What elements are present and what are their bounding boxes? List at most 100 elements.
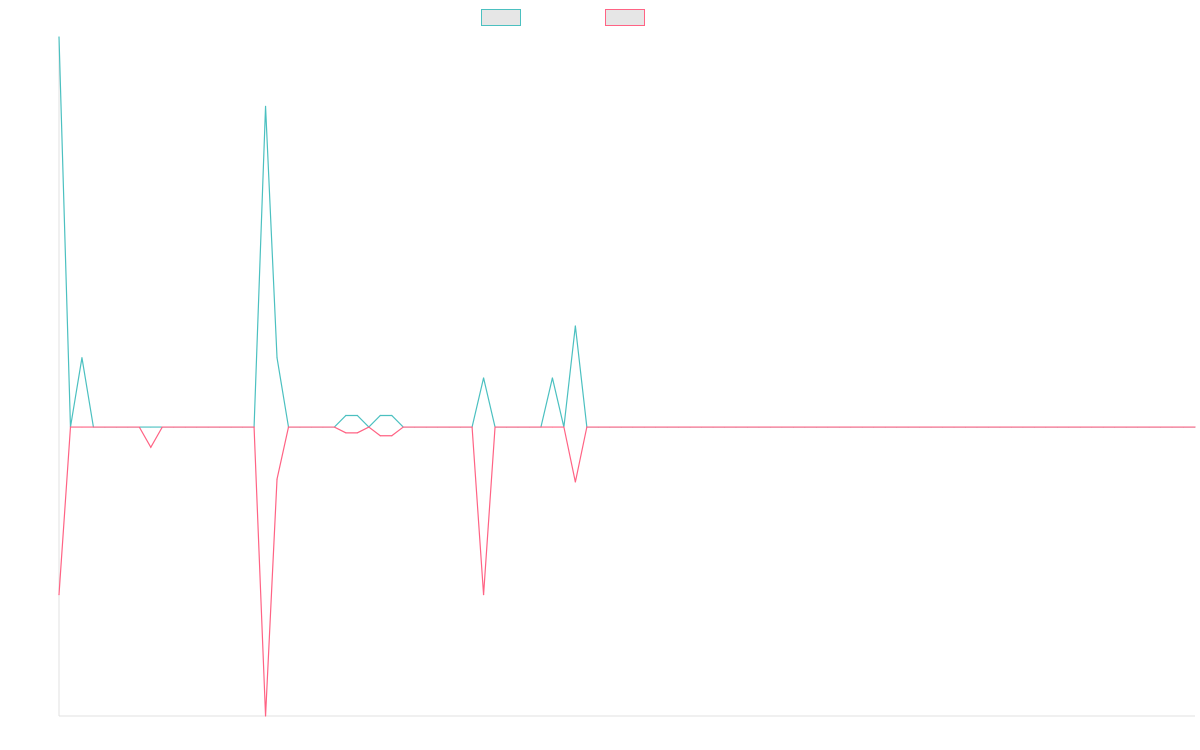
- data-point[interactable]: [1045, 426, 1047, 428]
- data-point[interactable]: [69, 426, 72, 428]
- data-point[interactable]: [1182, 426, 1185, 428]
- data-point[interactable]: [620, 426, 622, 428]
- legend-swatch-series-1[interactable]: [481, 9, 521, 26]
- data-point[interactable]: [815, 426, 817, 428]
- data-point[interactable]: [356, 414, 358, 417]
- data-point[interactable]: [127, 426, 129, 428]
- data-point[interactable]: [161, 426, 163, 428]
- data-point[interactable]: [1148, 426, 1150, 428]
- data-point[interactable]: [310, 426, 313, 428]
- data-point[interactable]: [184, 426, 186, 428]
- data-point[interactable]: [746, 426, 749, 428]
- data-point[interactable]: [873, 426, 875, 428]
- data-point[interactable]: [81, 426, 83, 428]
- data-point[interactable]: [781, 426, 783, 428]
- data-point[interactable]: [219, 426, 221, 428]
- data-point[interactable]: [574, 481, 576, 483]
- data-point[interactable]: [1114, 426, 1116, 428]
- data-point[interactable]: [196, 426, 198, 428]
- data-point[interactable]: [242, 426, 244, 428]
- data-point[interactable]: [563, 426, 565, 428]
- data-point[interactable]: [356, 432, 358, 434]
- data-point[interactable]: [92, 426, 95, 428]
- data-point[interactable]: [953, 426, 955, 428]
- data-point[interactable]: [264, 715, 267, 717]
- data-point[interactable]: [792, 426, 794, 428]
- data-point[interactable]: [1194, 426, 1196, 428]
- data-point[interactable]: [150, 426, 152, 428]
- data-point[interactable]: [414, 426, 416, 428]
- data-point[interactable]: [437, 426, 439, 428]
- data-point[interactable]: [861, 426, 863, 428]
- data-point[interactable]: [700, 426, 703, 428]
- data-point[interactable]: [115, 426, 117, 428]
- data-point[interactable]: [391, 414, 393, 417]
- data-point[interactable]: [287, 426, 290, 428]
- data-point[interactable]: [1125, 426, 1127, 428]
- data-point[interactable]: [58, 36, 60, 38]
- data-point[interactable]: [964, 426, 967, 428]
- data-point[interactable]: [150, 446, 152, 448]
- data-point[interactable]: [253, 426, 255, 428]
- data-point[interactable]: [540, 426, 542, 428]
- data-point[interactable]: [368, 426, 370, 428]
- data-point[interactable]: [689, 426, 691, 428]
- data-point[interactable]: [643, 426, 645, 428]
- data-point[interactable]: [1033, 426, 1035, 428]
- data-point[interactable]: [299, 426, 301, 428]
- data-point[interactable]: [827, 426, 829, 428]
- data-point[interactable]: [173, 426, 175, 428]
- data-point[interactable]: [976, 426, 978, 428]
- data-point[interactable]: [104, 426, 106, 428]
- data-point[interactable]: [460, 426, 462, 428]
- data-point[interactable]: [941, 426, 944, 428]
- data-point[interactable]: [723, 426, 726, 428]
- data-point[interactable]: [333, 426, 335, 428]
- data-point[interactable]: [230, 426, 232, 428]
- data-point[interactable]: [1068, 426, 1070, 428]
- data-point[interactable]: [850, 426, 852, 428]
- data-point[interactable]: [528, 426, 531, 428]
- data-point[interactable]: [609, 426, 611, 428]
- legend-swatch-series-2[interactable]: [605, 9, 645, 26]
- data-point[interactable]: [551, 377, 554, 379]
- data-point[interactable]: [666, 426, 668, 428]
- data-point[interactable]: [1137, 426, 1139, 428]
- data-point[interactable]: [264, 105, 267, 107]
- data-point[interactable]: [551, 426, 554, 428]
- data-point[interactable]: [1171, 426, 1173, 428]
- data-point[interactable]: [505, 426, 508, 428]
- data-point[interactable]: [494, 426, 496, 428]
- data-point[interactable]: [517, 426, 519, 428]
- data-point[interactable]: [884, 426, 886, 428]
- data-point[interactable]: [574, 325, 576, 327]
- data-point[interactable]: [1091, 426, 1093, 428]
- data-point[interactable]: [402, 426, 404, 428]
- data-point[interactable]: [138, 426, 140, 428]
- data-point[interactable]: [345, 432, 347, 434]
- data-point[interactable]: [919, 426, 921, 428]
- data-point[interactable]: [597, 426, 599, 428]
- data-point[interactable]: [425, 426, 427, 428]
- data-point[interactable]: [1056, 426, 1058, 428]
- data-point[interactable]: [907, 426, 909, 428]
- data-point[interactable]: [999, 426, 1001, 428]
- data-point[interactable]: [930, 426, 932, 428]
- data-point[interactable]: [987, 426, 990, 428]
- data-point[interactable]: [471, 426, 473, 428]
- data-point[interactable]: [735, 426, 737, 428]
- data-point[interactable]: [207, 426, 209, 428]
- data-point[interactable]: [379, 414, 381, 417]
- data-point[interactable]: [58, 594, 60, 596]
- data-point[interactable]: [632, 426, 634, 428]
- data-point[interactable]: [81, 357, 83, 359]
- data-point[interactable]: [322, 426, 324, 428]
- data-point[interactable]: [769, 426, 772, 428]
- data-point[interactable]: [345, 414, 347, 417]
- data-point[interactable]: [655, 426, 657, 428]
- data-point[interactable]: [276, 357, 278, 359]
- data-point[interactable]: [391, 435, 393, 437]
- data-point[interactable]: [586, 426, 588, 428]
- data-point[interactable]: [838, 426, 840, 428]
- data-point[interactable]: [804, 426, 806, 428]
